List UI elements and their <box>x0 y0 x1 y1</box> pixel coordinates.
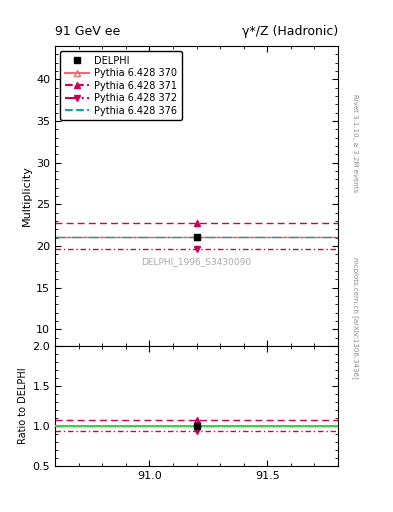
Text: Rivet 3.1.10, ≥ 3.2M events: Rivet 3.1.10, ≥ 3.2M events <box>352 94 358 193</box>
Y-axis label: Multiplicity: Multiplicity <box>22 165 32 226</box>
Text: γ*/Z (Hadronic): γ*/Z (Hadronic) <box>242 26 338 38</box>
Text: DELPHI_1996_S3430090: DELPHI_1996_S3430090 <box>141 258 252 267</box>
Text: 91 GeV ee: 91 GeV ee <box>55 26 120 38</box>
Text: mcplots.cern.ch [arXiv:1306.3436]: mcplots.cern.ch [arXiv:1306.3436] <box>352 257 358 378</box>
Y-axis label: Ratio to DELPHI: Ratio to DELPHI <box>18 368 28 444</box>
Legend: DELPHI, Pythia 6.428 370, Pythia 6.428 371, Pythia 6.428 372, Pythia 6.428 376: DELPHI, Pythia 6.428 370, Pythia 6.428 3… <box>60 51 182 120</box>
